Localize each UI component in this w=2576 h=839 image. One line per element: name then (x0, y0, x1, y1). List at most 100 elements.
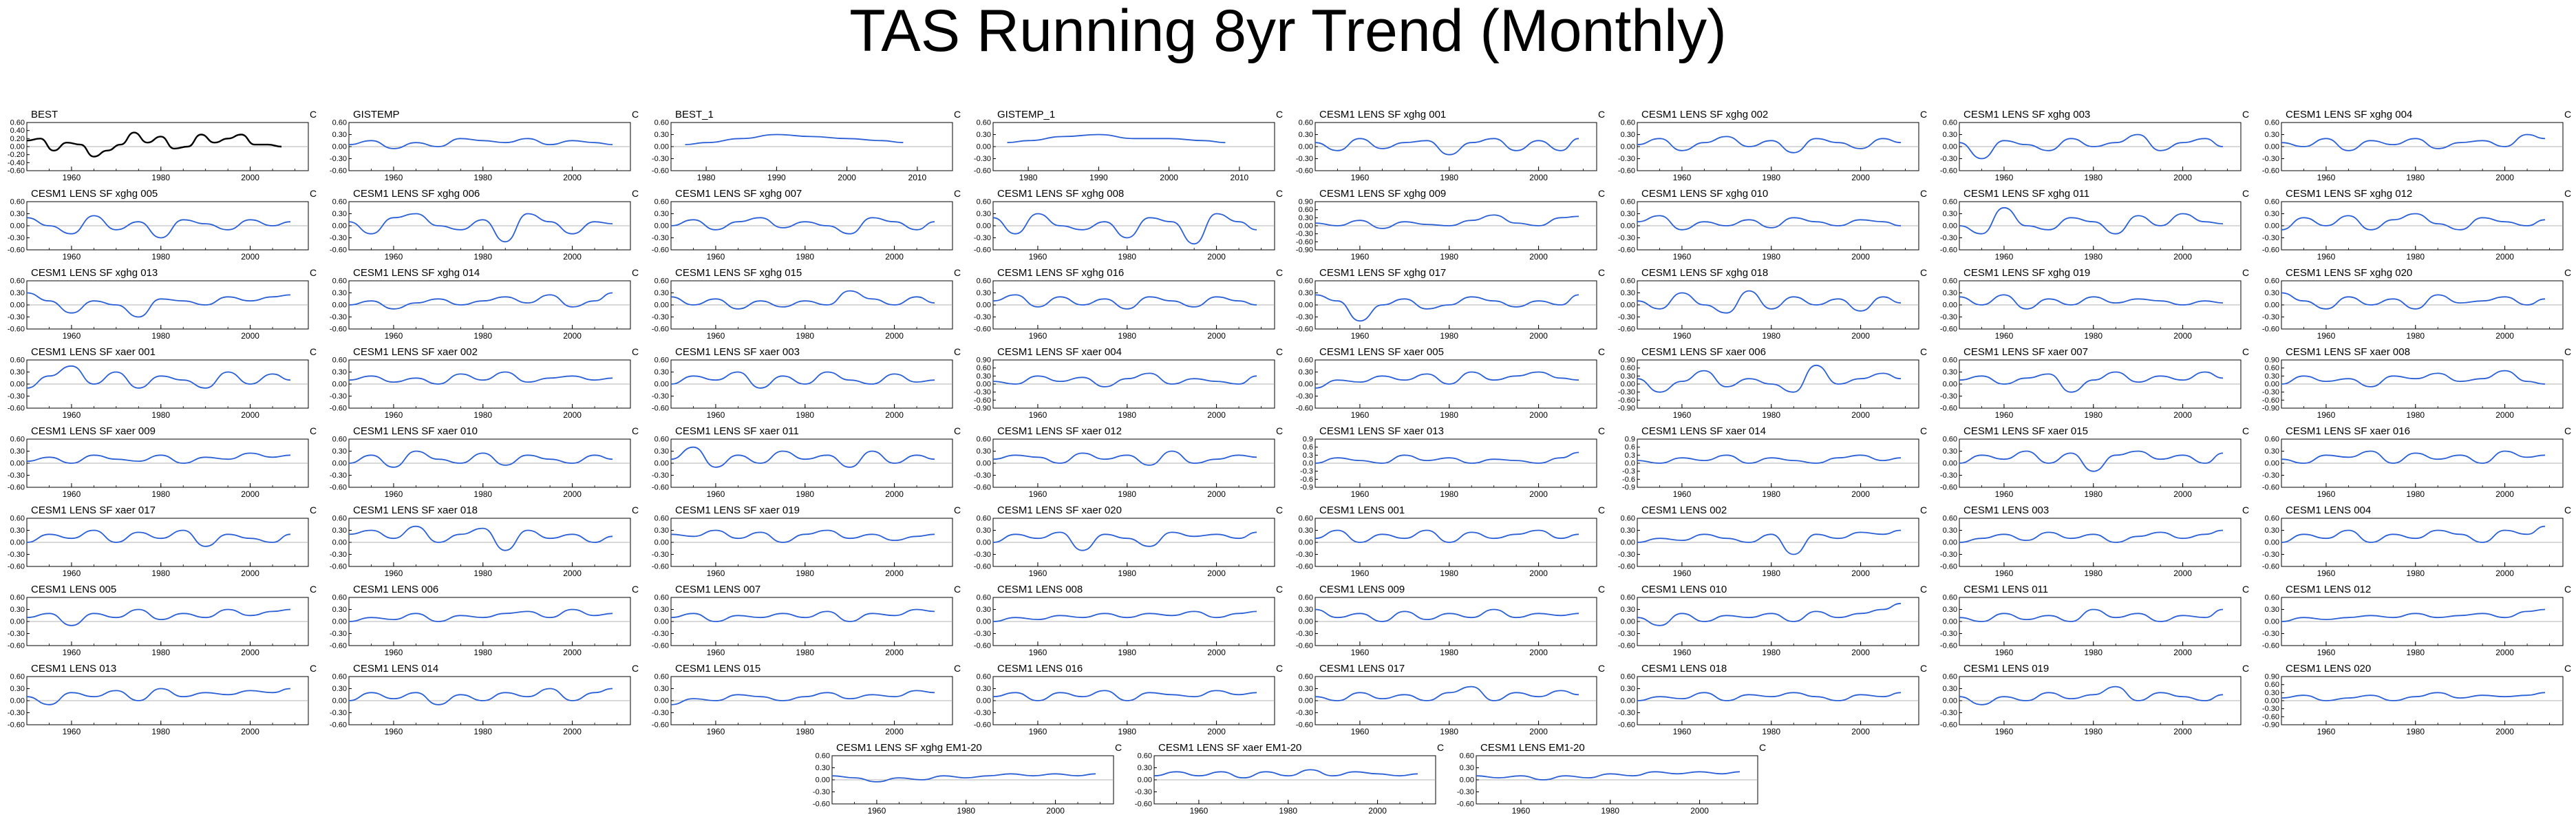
y-tick-label: -0.60 (1940, 721, 1957, 730)
panel: CESM1 LENS SF xghg 004 C 0.60 0.30 0.00 -0.30… (2262, 109, 2571, 182)
y-tick-label: -0.30 (1618, 630, 1635, 638)
y-tick-label: 0.00 (2265, 697, 2279, 705)
y-tick-label: 0.30 (977, 131, 991, 139)
y-tick-label: 0.60 (1943, 277, 1957, 286)
series-line (1637, 364, 1902, 393)
y-tick-label: -0.60 (330, 563, 347, 571)
y-tick-label: 0.00 (2265, 539, 2279, 547)
panel-unit-label: C (2242, 505, 2249, 516)
series-line (1637, 454, 1902, 464)
x-tick-label: 1980 (2406, 648, 2425, 657)
y-tick-label: 0.30 (1943, 289, 1957, 297)
x-tick-label: 2000 (1529, 173, 1548, 182)
x-tick-label: 1980 (473, 331, 492, 341)
x-tick-label: 1980 (957, 806, 975, 816)
y-tick-label: 0.90 (1621, 357, 1635, 365)
panel: CESM1 LENS SF xaer 003 C 0.60 0.30 0.00 -0.30… (652, 346, 961, 420)
y-tick-label: 0.00 (977, 697, 991, 705)
panel-unit-label: C (1276, 346, 1283, 357)
panel: CESM1 LENS SF xaer 009 C 0.60 0.30 0.00 -0.30… (8, 425, 317, 499)
y-tick-label: 0.00 (1621, 143, 1635, 151)
y-tick-label: 0.30 (332, 447, 347, 456)
x-tick-label: 1980 (151, 331, 170, 341)
y-tick-label: -0.60 (1618, 721, 1635, 730)
y-tick-label: -0.30 (1618, 155, 1635, 163)
panel-title: CESM1 LENS 019 (1963, 663, 2049, 675)
panel-unit-label: C (1276, 425, 1283, 436)
x-tick-label: 1960 (1995, 489, 2014, 499)
panel-title: CESM1 LENS SF xaer 011 (675, 425, 799, 437)
y-tick-label: -0.60 (330, 484, 347, 492)
panel-title: CESM1 LENS SF xaer 001 (31, 346, 156, 358)
y-tick-label: 0.30 (10, 606, 25, 614)
x-tick-label: 1960 (2317, 569, 2336, 578)
panel-unit-label: C (310, 663, 317, 674)
x-tick-label: 2000 (1851, 331, 1870, 341)
panel-title: CESM1 LENS SF xaer 006 (1641, 346, 1766, 358)
x-tick-label: 2000 (1529, 489, 1548, 499)
panel-unit-label: C (2564, 663, 2571, 674)
panel-title: CESM1 LENS 002 (1641, 505, 1727, 516)
y-tick-label: 0.30 (1621, 527, 1635, 535)
y-tick-label: 0.00 (2265, 381, 2279, 389)
y-tick-label: -0.30 (1296, 551, 1313, 559)
y-tick-label: 0.60 (2265, 119, 2279, 127)
y-tick-label: 0.00 (332, 222, 347, 231)
panel-title: CESM1 LENS SF xaer 003 (675, 346, 800, 358)
y-tick-label: 0.60 (10, 436, 25, 444)
panel: CESM1 LENS SF xaer 016 C 0.60 0.30 0.00 -0.30… (2262, 425, 2571, 499)
series-line (348, 213, 613, 243)
x-tick-label: 1960 (1029, 489, 1047, 499)
panel-unit-label: C (1598, 505, 1605, 516)
series-line (992, 610, 1257, 622)
y-tick-label: -0.30 (330, 551, 347, 559)
x-tick-label: 1990 (767, 173, 786, 182)
y-tick-label: 0.30 (1621, 606, 1635, 614)
y-tick-label: 0.60 (2265, 198, 2279, 206)
y-tick-label: -0.30 (1940, 313, 1957, 321)
panel-title: CESM1 LENS SF xaer 017 (31, 505, 156, 516)
x-tick-label: 2000 (2495, 173, 2514, 182)
y-tick-label: -0.60 (1940, 405, 1957, 413)
y-tick-label: -0.60 (1296, 563, 1313, 571)
y-tick-label: 0.30 (2265, 689, 2279, 697)
x-tick-label: 1980 (473, 727, 492, 736)
x-tick-label: 2000 (885, 331, 904, 341)
x-tick-label: 1980 (1440, 489, 1458, 499)
y-tick-label: 0.60 (332, 673, 347, 681)
y-tick-label: 0.60 (2265, 277, 2279, 286)
x-tick-label: 1960 (1190, 806, 1209, 816)
series-line (26, 529, 291, 547)
panel-title: CESM1 LENS 003 (1963, 505, 2049, 516)
y-tick-label: 0.60 (2265, 515, 2279, 523)
y-tick-label: 0.00 (332, 381, 347, 389)
y-tick-label: 0.00 (332, 618, 347, 626)
x-tick-label: 2000 (885, 648, 904, 657)
series-line (1637, 290, 1902, 314)
y-tick-label: -0.30 (8, 234, 25, 242)
panel-unit-label: C (954, 346, 961, 357)
x-tick-label: 2000 (1368, 806, 1387, 816)
panel-unit-label: C (1920, 109, 1927, 120)
x-tick-label: 2000 (563, 252, 582, 262)
y-tick-label: 0.00 (10, 697, 25, 705)
x-tick-label: 1980 (1440, 173, 1458, 182)
x-tick-label: 1980 (2084, 727, 2103, 736)
x-tick-label: 2000 (2495, 252, 2514, 262)
y-tick-label: 0.00 (10, 222, 25, 231)
y-tick-label: 0.30 (1943, 527, 1957, 535)
x-tick-label: 1980 (473, 410, 492, 420)
x-tick-label: 1980 (1762, 648, 1780, 657)
y-tick-label: 0.60 (10, 119, 25, 127)
panel-unit-label: C (632, 267, 639, 278)
y-tick-label: 0.30 (1299, 606, 1313, 614)
panel-title: CESM1 LENS SF xaer 020 (997, 505, 1122, 516)
panel: CESM1 LENS 017 C 0.60 0.30 0.00 -0.30 -0.60 196… (1296, 663, 1605, 736)
panel-title: CESM1 LENS SF xghg EM1-20 (836, 742, 982, 754)
y-tick-label: 0.60 (1943, 515, 1957, 523)
y-tick-label: 0.00 (1943, 301, 1957, 310)
panel-title: CESM1 LENS SF xaer 014 (1641, 425, 1766, 437)
y-tick-label: 0.90 (2265, 673, 2279, 681)
y-tick-label: -0.30 (1940, 155, 1957, 163)
panel-title: CESM1 LENS 012 (2286, 584, 2371, 595)
